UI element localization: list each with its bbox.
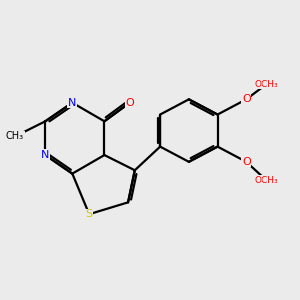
Text: O: O xyxy=(125,98,134,108)
Text: S: S xyxy=(85,209,93,219)
Text: N: N xyxy=(41,150,50,160)
Text: OCH₃: OCH₃ xyxy=(255,80,278,88)
Text: OCH₃: OCH₃ xyxy=(255,176,278,185)
Text: N: N xyxy=(68,98,76,108)
Text: CH₃: CH₃ xyxy=(6,131,24,142)
Text: O: O xyxy=(242,157,250,167)
Text: O: O xyxy=(242,94,250,104)
